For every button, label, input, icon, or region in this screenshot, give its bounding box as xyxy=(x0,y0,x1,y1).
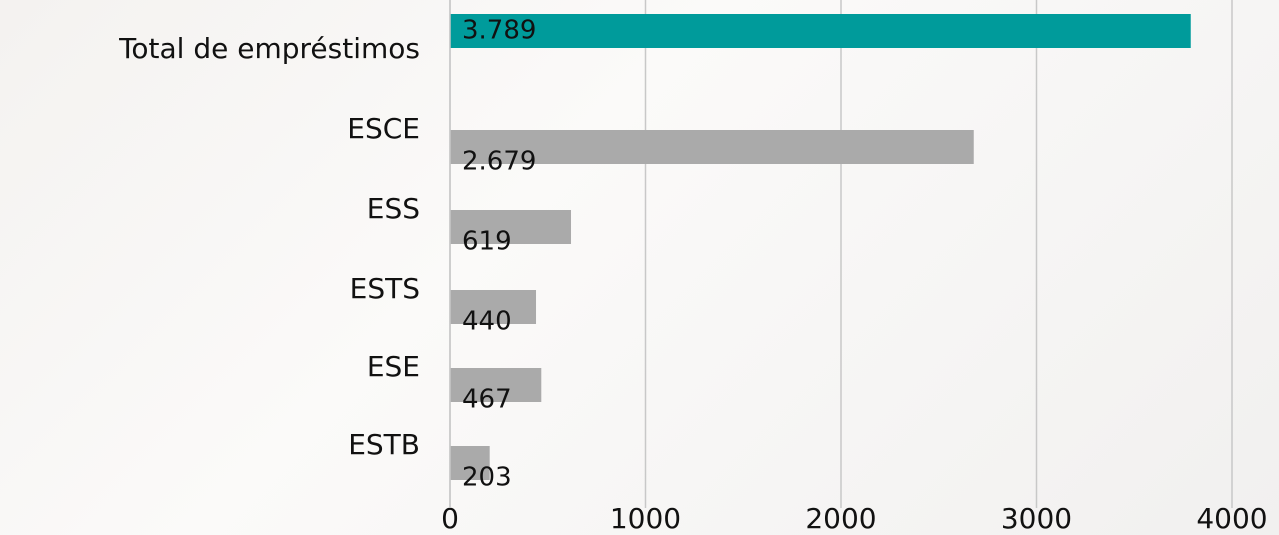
y-tick-label: Total de empréstimos xyxy=(118,32,420,65)
x-tick-label: 2000 xyxy=(805,502,876,535)
y-tick-label: ESTB xyxy=(348,428,420,461)
value-label: 467 xyxy=(462,385,512,415)
page: 01000200030004000Total de empréstimos3.7… xyxy=(0,0,1279,535)
value-label: 619 xyxy=(462,227,512,257)
bar xyxy=(450,14,1191,48)
x-tick-label: 3000 xyxy=(1001,502,1072,535)
y-tick-label: ESCE xyxy=(347,112,420,145)
chart: 01000200030004000Total de empréstimos3.7… xyxy=(0,0,1279,535)
y-tick-label: ESE xyxy=(367,350,420,383)
x-tick-label: 4000 xyxy=(1196,502,1267,535)
x-tick-label: 1000 xyxy=(610,502,681,535)
y-tick-label: ESS xyxy=(367,192,420,225)
value-label: 440 xyxy=(462,307,512,337)
value-label: 2.679 xyxy=(462,147,536,177)
value-label: 203 xyxy=(462,463,512,493)
y-tick-label: ESTS xyxy=(350,272,420,305)
value-label: 3.789 xyxy=(462,16,536,46)
